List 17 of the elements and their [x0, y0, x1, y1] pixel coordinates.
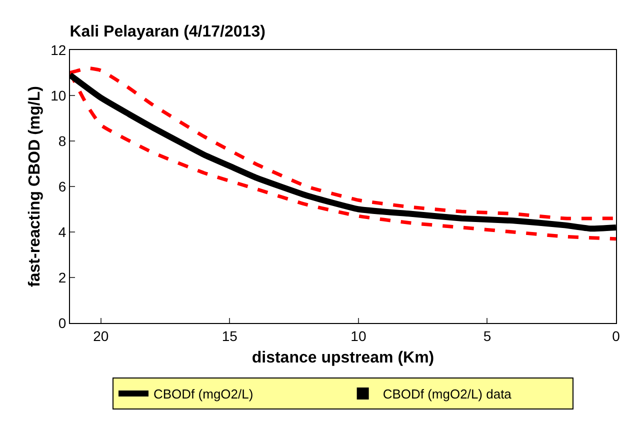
- y-tick-label: 0: [58, 314, 66, 331]
- y-tick-label: 8: [58, 132, 66, 149]
- chart-title: Kali Pelayaran (4/17/2013): [70, 24, 266, 41]
- y-tick-label: 12: [50, 42, 66, 58]
- y-tick-label: 6: [58, 178, 66, 194]
- x-tick-label: 5: [483, 328, 492, 344]
- y-tick-label: 10: [50, 87, 66, 104]
- y-tick-label: 4: [58, 224, 66, 240]
- legend-label: CBODf (mgO2/L) data: [382, 386, 512, 402]
- x-tick-label: 20: [93, 328, 109, 344]
- x-tick-label: 15: [222, 328, 238, 344]
- x-tick-label: 10: [350, 328, 366, 344]
- y-axis-title: fast-reacting CBOD (mg/L): [26, 86, 44, 287]
- x-axis-title: distance upstream (Km): [252, 350, 434, 366]
- y-tick-label: 2: [58, 269, 66, 286]
- x-tick-label: 0: [612, 328, 620, 344]
- legend-label: CBODf (mgO2/L): [154, 386, 254, 402]
